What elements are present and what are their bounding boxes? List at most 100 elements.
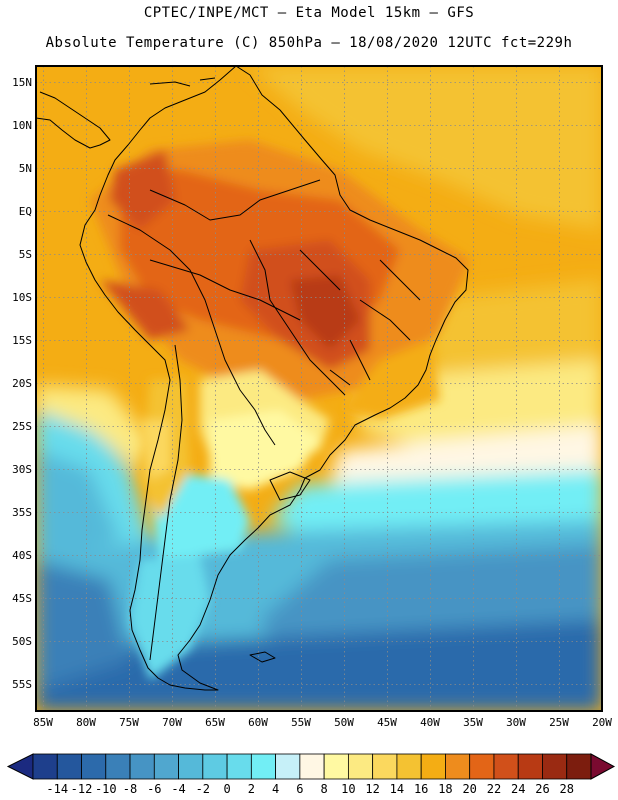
colorbar-tick-label: 4 [271,782,280,796]
colorbar [6,753,616,780]
colorbar-tick-label: 2 [247,782,255,796]
colorbar-segment [178,753,204,780]
colorbar-segment [250,753,277,780]
southwest-cold [36,560,130,690]
state-borders [299,249,421,386]
lat-label: 45S [12,592,32,605]
colorbar-tick-label: 14 [389,782,405,796]
colorbar-tick-label: -2 [195,782,211,796]
lat-label: 50S [12,635,32,648]
lon-label: 85W [33,716,53,729]
south-america-coastline [79,66,469,691]
lat-label: 25S [12,420,32,433]
colorbar-segment [445,753,471,780]
colorbar-tick-label: 28 [559,782,574,796]
lon-label: 35W [463,716,483,729]
title-line-2: Absolute Temperature (C) 850hPa – 18/08/… [45,35,573,51]
map-frame [35,65,603,712]
colorbar-tick-label: -10 [94,782,117,796]
colorbar-segment [32,753,58,780]
lat-label: 40S [12,549,32,562]
lat-label: 15N [12,76,32,89]
colorbar-tick-label: -8 [122,782,138,796]
land-southwest-strip [100,280,190,340]
lon-label: 25W [549,716,569,729]
lat-label: 30S [12,463,32,476]
lon-label: 55W [291,716,311,729]
lon-label: 20W [592,716,612,729]
colorbar-tick-label: 0 [223,782,231,796]
colorbar-segment [372,753,398,780]
pacific-yellow-fringe [36,385,150,470]
colorbar-under-arrow [6,753,34,780]
colorbar-tick-label: -6 [147,782,162,796]
lon-label: 45W [377,716,397,729]
colorbar-segment [226,753,252,780]
andes-borders [107,214,276,661]
colorbar-segment [81,753,107,780]
colorbar-tick-label: 12 [365,782,380,796]
colorbar-segment [153,753,179,780]
central-america-coast [36,91,111,149]
colorbar-segment [129,753,155,780]
lon-label: 60W [248,716,268,729]
colorbar-segment [56,753,82,780]
land-southeast-brazil [340,340,440,420]
land-andes-peak [110,150,175,230]
lat-label: 55S [12,678,32,691]
colorbar-tick-label: 26 [535,782,550,796]
temperature-field [36,66,602,711]
colorbar-segment [493,753,519,780]
colorbar-tick-label: 10 [341,782,356,796]
land-pampas-pale [210,410,320,490]
land-patagonia-south [130,555,210,680]
colorbar-over-arrow [590,753,616,780]
caribbean-islands [149,77,216,87]
lat-label: 10S [12,291,32,304]
colorbar-segment [420,753,446,780]
land-peak-hot [290,275,360,350]
colorbar-segment [396,753,422,780]
falklands [249,651,276,663]
river-plate [269,471,311,501]
colorbar-tick-label: -14 [46,782,69,796]
lat-label: EQ [18,205,32,218]
pacific-cool-mid [36,450,120,570]
lat-label: 5N [18,162,32,175]
colorbar-segment [275,753,301,780]
colorbar-tick-label: 18 [438,782,453,796]
colorbar-tick-label: 16 [413,782,429,796]
colorbar-segment [202,753,228,780]
title-line-1: CPTEC/INPE/MCT – Eta Model 15km – GFS [143,5,475,21]
colorbar-segment [299,753,325,780]
colorbar-segment [566,753,592,780]
lat-label: 15S [12,334,32,347]
colorbar-segment [323,753,349,780]
colorbar-segment [542,753,568,780]
colorbar-tick-label: 8 [320,782,328,796]
lon-label: 80W [76,716,96,729]
colorbar-tick-label: 22 [486,782,502,796]
lon-label: 70W [162,716,182,729]
colorbar-segment [517,753,543,780]
lon-label: 30W [506,716,526,729]
lon-label: 50W [334,716,354,729]
lat-label: 35S [12,506,32,519]
colorbar-tick-label: -12 [70,782,93,796]
lon-label: 40W [420,716,440,729]
lon-label: 75W [119,716,139,729]
coastlines [36,66,469,691]
lat-label: 10N [12,119,32,132]
colorbar-segment [105,753,131,780]
colorbar-tick-label: -4 [171,782,186,796]
ocean-north-tropical [250,66,602,230]
lat-label: 20S [12,377,32,390]
lon-label: 65W [205,716,225,729]
colorbar-segment [469,753,495,780]
colorbar-segment [347,753,374,780]
lat-label: 5S [18,248,32,261]
colorbar-tick-label: 24 [510,782,526,796]
colorbar-tick-label: 6 [296,782,304,796]
colorbar-tick-label: 20 [462,782,477,796]
